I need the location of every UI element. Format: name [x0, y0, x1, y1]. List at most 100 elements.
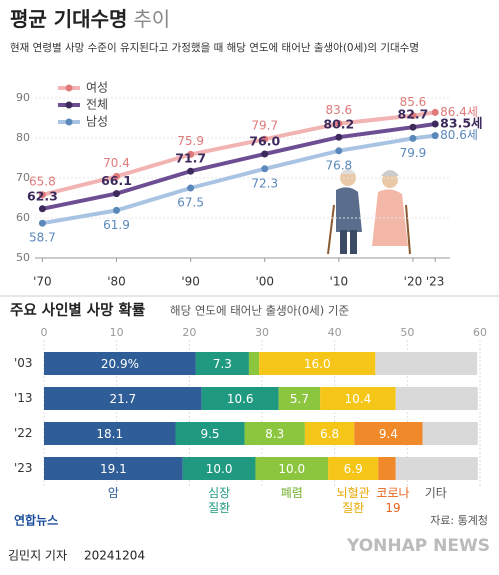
bar-segment [44, 422, 176, 445]
data-label: 6.9 [344, 462, 363, 476]
data-label: 86.4세 [440, 105, 478, 119]
data-label: 71.7 [175, 151, 206, 166]
data-label: 67.5 [177, 196, 204, 210]
bar-subtitle: 해당 연도에 태어난 출생아(0세) 기준 [170, 304, 349, 318]
legend-dot [65, 84, 73, 92]
point [409, 134, 417, 142]
data-label: 70.4 [103, 156, 130, 170]
category-label: '22 [14, 426, 33, 440]
category-label: '23 [14, 461, 33, 475]
point [431, 108, 439, 116]
y-tick-label: 90 [16, 91, 30, 104]
data-label: 83.6 [325, 103, 352, 117]
data-label: 66.1 [101, 173, 132, 188]
bar-segment [182, 457, 256, 480]
data-label: 6.8 [320, 427, 339, 441]
point [335, 133, 343, 141]
bar-segment [375, 352, 478, 375]
logo: 연합뉴스 [14, 513, 58, 528]
x-tick-label: 40 [328, 326, 342, 339]
x-tick-label: 30 [255, 326, 269, 339]
title-suffix: 추이 [133, 7, 170, 31]
data-label: 10.6 [227, 392, 254, 406]
bar-segment [378, 457, 396, 480]
title-main: 평균 기대수명 [10, 7, 127, 31]
bar-title: 주요 사인별 사망 확률 [10, 301, 145, 319]
data-label: 72.3 [251, 176, 278, 190]
legend-label: 암 [107, 486, 119, 500]
legend-label: 기타 [424, 486, 447, 500]
bar-segment [354, 422, 423, 445]
x-tick-label: 0 [41, 326, 48, 339]
bar-segment [44, 352, 196, 375]
x-tick-label: 20 [182, 326, 196, 339]
bar-segment [201, 387, 279, 410]
data-label: 58.7 [29, 231, 56, 245]
point [187, 167, 195, 175]
point [261, 165, 269, 173]
data-label: 9.4 [379, 427, 398, 441]
legend-label: 여성 [86, 81, 108, 95]
point [431, 132, 439, 140]
legend-label: 뇌혈관 질환 [336, 486, 370, 515]
bar-segment [395, 387, 478, 410]
data-label: 61.9 [103, 218, 130, 232]
point [409, 112, 417, 120]
data-label: 10.4 [345, 392, 372, 406]
bar-segment [244, 422, 305, 445]
point [38, 205, 46, 213]
x-tick-label: 60 [473, 326, 487, 339]
data-label: 21.7 [109, 392, 136, 406]
x-tick-label: 10 [110, 326, 124, 339]
data-label: 65.8 [29, 174, 56, 188]
x-tick-label: '23 [426, 275, 445, 289]
illustration [327, 169, 411, 255]
point [38, 191, 46, 199]
data-label: 79.9 [400, 146, 427, 160]
source: 자료: 통계청 [430, 514, 488, 527]
bar-segment [278, 387, 321, 410]
data-label: 10.0 [278, 462, 305, 476]
bar-segment [395, 457, 478, 480]
legend-label: 폐렴 [280, 486, 303, 500]
point [431, 120, 439, 128]
legend-label: 전체 [86, 98, 108, 112]
x-tick-label: 50 [400, 326, 414, 339]
legend-label: 심장 질환 [208, 486, 231, 515]
data-label: 80.6세 [440, 128, 478, 142]
x-tick-label: '90 [181, 275, 200, 289]
data-label: 20.9% [101, 357, 139, 371]
bar-segment [320, 387, 396, 410]
date: 20241204 [84, 549, 145, 563]
point [113, 206, 121, 214]
point [261, 150, 269, 158]
data-label: 80.2 [323, 117, 354, 132]
legend-dot [65, 118, 73, 126]
data-label: 19.1 [100, 462, 127, 476]
bar-segment [44, 457, 183, 480]
y-tick-label: 60 [16, 211, 30, 224]
category-label: '03 [14, 356, 33, 370]
y-tick-label: 80 [16, 131, 30, 144]
data-label: 10.0 [206, 462, 233, 476]
bar-segment [304, 422, 355, 445]
subtitle: 현재 연령별 사망 수준이 유지된다고 가정했을 때 해당 연도에 태어난 출생… [10, 41, 419, 54]
data-label: 79.7 [251, 119, 278, 133]
x-tick-label: '10 [330, 275, 349, 289]
data-label: 82.7 [398, 107, 429, 122]
bar-segment [328, 457, 379, 480]
point [335, 120, 343, 128]
watermark: YONHAP NEWS [346, 536, 490, 556]
point [113, 172, 121, 180]
data-label: 85.6 [400, 95, 427, 109]
point [335, 147, 343, 155]
data-label: 18.1 [96, 427, 123, 441]
data-label: 76.8 [325, 158, 352, 172]
point [187, 184, 195, 192]
x-tick-label: '70 [33, 275, 52, 289]
legend-label: 코로나 19 [376, 486, 410, 515]
legend-dot [65, 101, 73, 109]
data-label: 5.7 [290, 392, 309, 406]
